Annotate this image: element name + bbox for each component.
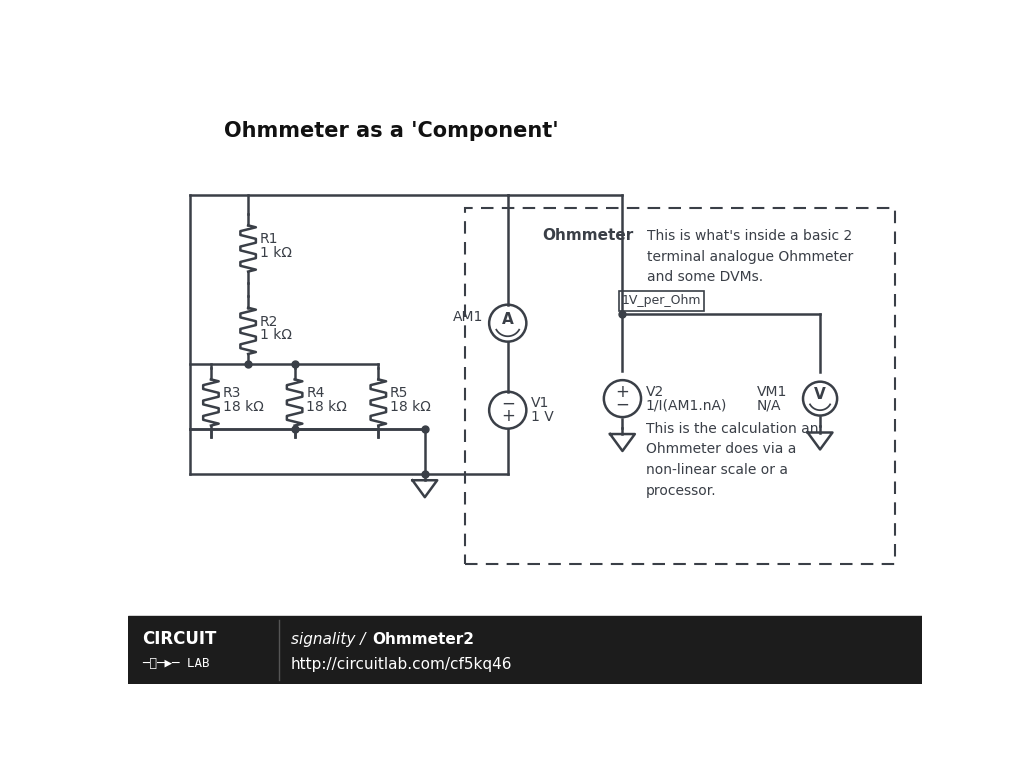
Text: This is what's inside a basic 2
terminal analogue Ohmmeter
and some DVMs.: This is what's inside a basic 2 terminal…	[647, 229, 853, 284]
Text: R3: R3	[222, 386, 241, 400]
Text: This is the calculation an
Ohmmeter does via a
non-linear scale or a
processor.: This is the calculation an Ohmmeter does…	[646, 422, 818, 498]
Text: Ohmmeter as a 'Component': Ohmmeter as a 'Component'	[224, 121, 559, 141]
Text: Ohmmeter: Ohmmeter	[543, 228, 634, 243]
Bar	[465, 208, 895, 564]
Text: N/A: N/A	[757, 399, 781, 412]
Text: 1 kΩ: 1 kΩ	[260, 246, 292, 260]
Text: 1/I(AM1.nA): 1/I(AM1.nA)	[646, 399, 727, 412]
Text: http://circuitlab.com/cf5kq46: http://circuitlab.com/cf5kq46	[291, 657, 512, 672]
Text: 18 kΩ: 18 kΩ	[306, 400, 347, 414]
Text: −: −	[501, 395, 515, 413]
Text: R5: R5	[390, 386, 409, 400]
Text: −: −	[615, 396, 630, 414]
Text: Ohmmeter2: Ohmmeter2	[372, 632, 474, 647]
Text: +: +	[501, 407, 515, 425]
Text: 18 kΩ: 18 kΩ	[390, 400, 431, 414]
Text: 1 kΩ: 1 kΩ	[260, 329, 292, 343]
Text: VM1: VM1	[757, 385, 786, 399]
Text: CIRCUIT: CIRCUIT	[142, 631, 216, 648]
Text: V2: V2	[646, 385, 664, 399]
Text: 1 V: 1 V	[531, 410, 554, 424]
Text: signality /: signality /	[291, 632, 370, 647]
Bar	[128, 616, 922, 684]
Text: 1V_per_Ohm: 1V_per_Ohm	[622, 294, 701, 307]
Text: AM1: AM1	[453, 310, 483, 324]
Text: 18 kΩ: 18 kΩ	[222, 400, 263, 414]
Text: A: A	[502, 312, 514, 327]
Text: V1: V1	[531, 396, 549, 410]
Text: R2: R2	[260, 315, 279, 329]
Text: R1: R1	[260, 232, 279, 247]
FancyBboxPatch shape	[620, 291, 703, 311]
Text: V: V	[814, 387, 826, 402]
Text: R4: R4	[306, 386, 325, 400]
Text: +: +	[615, 383, 630, 402]
Text: ─⧯─▶─ LAB: ─⧯─▶─ LAB	[142, 657, 210, 670]
